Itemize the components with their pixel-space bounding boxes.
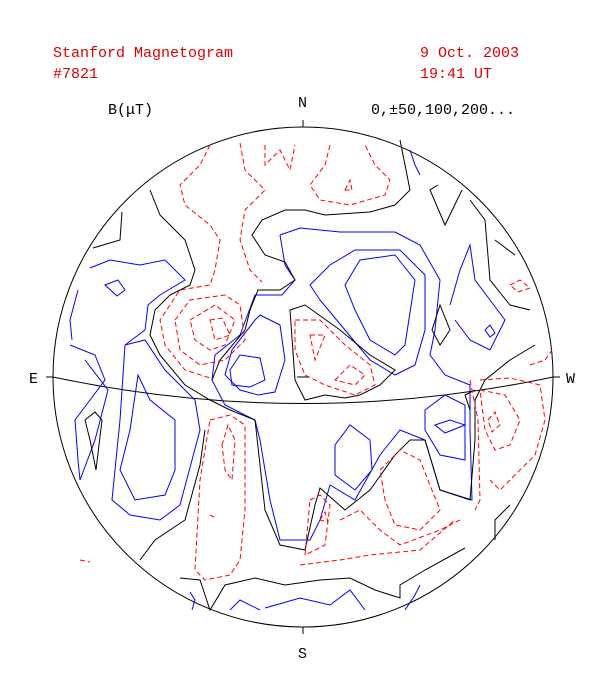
time: 19:41 UT: [420, 66, 492, 83]
west: W: [566, 371, 575, 388]
title: Stanford Magnetogram: [53, 45, 233, 62]
east: E: [29, 371, 38, 388]
north: N: [298, 95, 307, 112]
date: 9 Oct. 2003: [420, 45, 519, 62]
positive-contours: [79, 142, 553, 581]
negative-contours: [69, 149, 506, 611]
levels: 0,±50,100,200...: [371, 102, 515, 119]
zero-contours: [84, 139, 536, 612]
unit: B(μT): [108, 102, 153, 119]
south: S: [298, 646, 307, 663]
number: #7821: [53, 66, 98, 83]
